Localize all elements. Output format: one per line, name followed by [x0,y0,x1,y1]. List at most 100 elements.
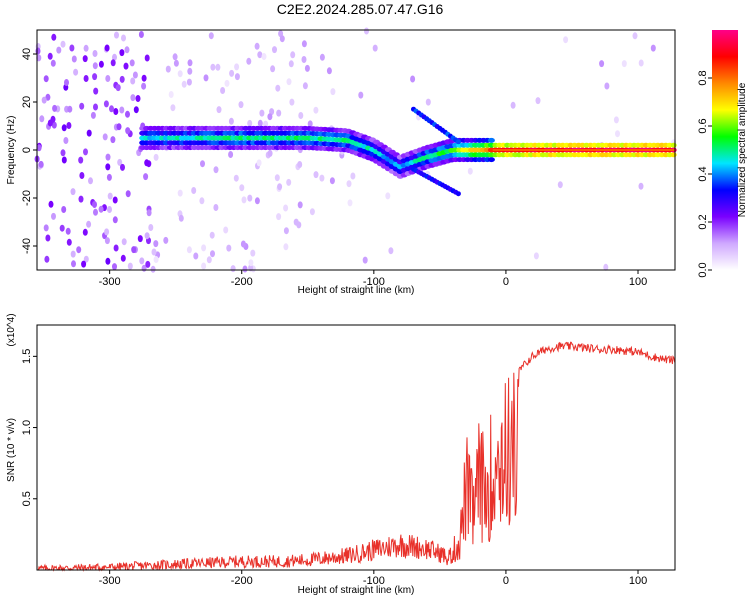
spectrogram-noise-cell [104,237,110,245]
spectrogram-noise-cell [146,209,152,217]
spectrogram-noise-cell [112,216,118,224]
spectrogram-noise-cell [257,119,263,127]
spectrogram-noise-cell [290,51,296,59]
x-tick-label: -100 [363,276,385,288]
spectrogram-noise-cell [240,240,246,248]
spectrogram-noise-cell [70,250,76,258]
spectrogram-noise-cell [297,201,303,209]
spectrogram-noise-cell [125,110,130,118]
x-tick-label: 100 [629,276,647,288]
spectrogram-noise-cell [288,60,294,68]
snr-frame [36,324,676,571]
spectrogram-noise-cell [78,195,84,203]
spectrogram-noise-cell [242,265,248,273]
spectrogram-noise-cell [86,129,92,137]
spectrogram-noise-cell [170,104,176,112]
spectrogram-noise-cell [223,226,229,234]
spectrogram-noise-cell [302,82,308,90]
spectrogram-noise-cell [143,173,149,181]
spectrogram-noise-cell [151,248,157,256]
spectrogram-noise-cell [298,112,304,119]
spectrogram-noise-cell [216,106,222,114]
spectrogram-noise-cell [123,62,129,70]
spectrogram-x-ticks: -300 -200 -100 0 100 [99,270,647,288]
spectrogram-noise-cell [276,109,282,117]
snr-x-ticks: -300 -200 -100 0 100 [99,570,647,587]
x-tick-label: 0 [503,276,509,288]
spectrogram-noise-cell [233,174,239,182]
spectrogram-noise-cell [115,84,121,92]
x-tick-label: -100 [363,575,385,587]
spectrogram-noise-cell [533,252,539,260]
spectrogram-noise-cell [241,196,247,204]
spectrogram-noise-cell [267,149,273,157]
spectrogram-noise-cell [66,238,72,246]
spectrogram-noise-cell [279,35,285,43]
spectrogram-noise-cell [263,120,269,128]
spectrogram-noise-cell [187,67,193,75]
spectrogram-noise-cell [319,53,325,61]
spectrogram-noise-cell [51,33,57,41]
spectrogram-noise-cell [90,111,96,119]
spectrogram-noise-cell [247,194,253,202]
spectrogram-noise-cell [83,75,89,82]
spectrogram-noise-cell [153,256,159,263]
spectrogram-noise-cell [138,31,144,38]
spectrogram-noise-cell [110,59,116,67]
spectrogram-noise-cell [129,59,135,67]
spectrogram-y-label: Frequency (Hz) [6,116,17,185]
spectrogram-noise-cell [257,51,263,59]
spectrogram-noise-cell [113,244,119,252]
spectrogram-noise-cell [293,218,299,226]
spectrogram-noise-cell [51,121,57,129]
spectrogram-noise-cell [330,88,336,96]
y-tick-label: 1.0 [21,420,33,435]
spectrogram-noise-cell [92,201,97,208]
spectrogram-noise-cell [105,163,111,171]
x-tick-label: 100 [629,575,647,587]
snr-y-label: SNR (10 * v/v) [6,418,17,482]
spectrogram-noise-cell [141,82,147,90]
spectrogram-noise-cell [326,67,332,75]
spectrogram-noise-cell [92,50,98,57]
spectrogram-noise-cell [92,73,98,81]
y-tick-label: 20 [21,96,33,108]
spectrogram-noise-cell [246,57,252,65]
spectrogram-noise-cell [621,60,627,68]
spectrogram-noise-cell [638,59,644,67]
figure-title: C2E2.2024.285.07.47.G16 [277,1,444,17]
spectrogram-noise-cell [200,160,205,168]
spectrogram-noise-cell [313,106,319,114]
spectrogram-noise-cell [238,101,244,109]
spectrogram-noise-cell [186,78,192,86]
spectrogram-noise-cell [510,101,516,109]
spectrogram-noise-cell [107,206,112,213]
spectrogram-noise-cell [130,77,136,85]
spectrogram-noise-cell [209,231,215,239]
spectrogram-noise-cell [144,54,150,62]
spectrogram-noise-cell [267,113,273,121]
spectrogram-noise-cell [65,227,71,235]
spectrogram-noise-cell [93,87,99,95]
spectrogram-noise-cell [178,214,184,222]
spectrogram-noise-cell [248,259,254,267]
spectrogram-noise-cell [135,95,141,102]
spectrogram-noise-cell [109,105,114,113]
y-tick-label: 0 [21,147,33,153]
spectrogram-noise-cell [139,257,145,265]
spectrogram-noise-cell [213,204,219,211]
spectrogram-y-ticks: -40 -20 0 20 40 [21,48,37,254]
colorbar-tick-label: 0.8 [697,70,709,85]
x-tick-label: 0 [503,575,509,587]
spectrogram-noise-cell [79,172,85,179]
spectrogram-noise-cell [388,247,394,255]
spectrogram-noise-cell [61,156,67,164]
y-tick-label: -40 [21,238,33,254]
colorbar-tick-label: 0.4 [697,166,709,181]
spectrogram-noise-cell [69,44,75,52]
spectrogram-noise-cell [93,103,98,111]
spectrogram-noise-cell [254,42,260,50]
spectrogram-noise-cell [145,260,151,268]
spectrogram-noise-cell [313,171,319,179]
